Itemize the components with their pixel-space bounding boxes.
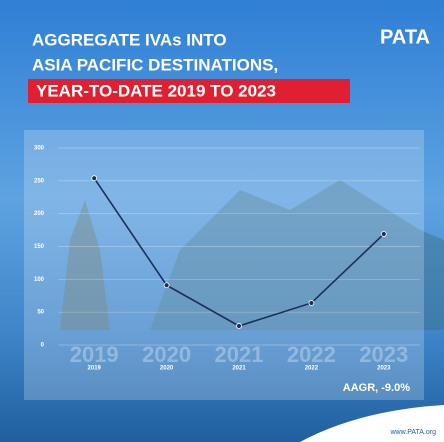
aagr: AAGR, -9.0% [343,382,410,394]
y-tick-label: 100 [34,277,45,283]
year-watermark: 2021 [215,342,264,367]
point [309,300,314,305]
point [237,323,242,328]
year-watermark: 2020 [142,342,191,367]
year-watermark: 2023 [359,342,408,367]
url: www.PATA.org [389,429,436,436]
x-tick-label: 2020 [160,366,174,372]
infographic: AGGREGATE IVAs INTO ASIA PACIFIC DESTINA… [0,0,444,442]
x-tick-label: 2021 [232,366,246,372]
y-tick-label: 150 [34,244,45,250]
y-tick-label: 250 [34,178,45,184]
title-line: YEAR-TO-DATE 2019 TO 2023 [36,81,276,100]
year-watermark: 2019 [70,342,119,367]
x-tick-label: 2019 [88,366,102,372]
y-tick-label: 200 [34,211,45,217]
year-watermark: 2022 [287,342,336,367]
point [164,283,169,288]
logo: PATA [380,26,430,48]
title-line: AGGREGATE IVAs INTO [32,30,227,49]
point [381,232,386,237]
y-tick-label: 50 [37,310,44,316]
title-line: ASIA PACIFIC DESTINATIONS, [32,55,278,74]
x-tick-label: 2022 [305,366,319,372]
x-tick-label: 2023 [377,366,391,372]
point [92,176,97,181]
y-tick-label: 300 [34,146,45,152]
